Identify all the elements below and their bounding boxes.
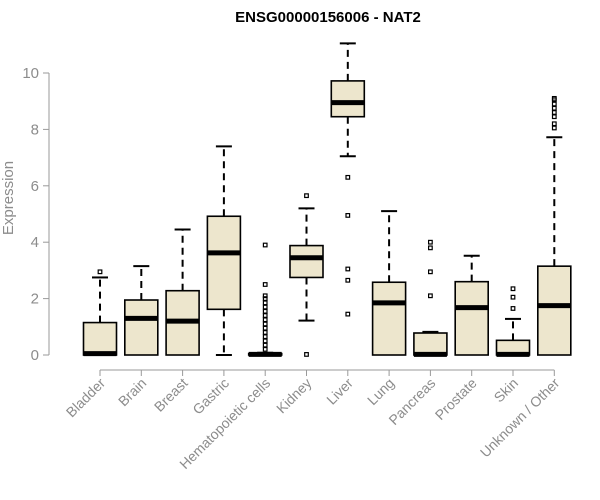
outlier-point [345, 213, 351, 218]
outlier-point [551, 121, 557, 127]
box-group [371, 210, 407, 356]
outlier-point [262, 308, 268, 314]
box-group [165, 228, 200, 356]
outlier-point [304, 193, 309, 199]
outlier-point [510, 306, 516, 311]
outlier-point [262, 321, 268, 327]
y-tick-label: 2 [31, 291, 39, 308]
box-iqr [82, 321, 118, 356]
x-category-label: Liver [323, 375, 356, 408]
outlier-point [97, 269, 103, 275]
x-category-label: Breast [151, 375, 191, 415]
x-category-label: Skin [491, 375, 522, 406]
outlier-point [262, 296, 268, 301]
box-iqr [413, 332, 448, 356]
outlier-point [304, 352, 309, 357]
outlier-point [262, 317, 268, 323]
outlier-point [551, 105, 557, 111]
outlier-point [262, 293, 268, 299]
box-group [247, 242, 283, 357]
outlier-point [262, 304, 268, 310]
outlier-point [345, 277, 351, 283]
outlier-point [262, 282, 268, 287]
box-group [495, 286, 531, 357]
box-iqr [124, 299, 159, 356]
chart-title: ENSG00000156006 - NAT2 [235, 9, 421, 26]
box-group [206, 145, 242, 356]
x-category-label: Prostate [432, 375, 480, 423]
y-tick-label: 8 [31, 121, 39, 138]
x-category-label: Brain [115, 375, 149, 409]
outlier-point [428, 269, 433, 275]
outlier-point [551, 110, 557, 115]
outlier-point [551, 101, 557, 107]
box-group [413, 239, 448, 357]
box-iqr [454, 280, 490, 356]
y-axis-label: Expression [0, 161, 17, 235]
y-tick-label: 10 [22, 65, 39, 82]
outlier-point [510, 294, 516, 300]
box-iqr [289, 244, 324, 279]
box-group [536, 95, 572, 356]
outlier-point [510, 286, 516, 292]
y-tick-label: 6 [31, 178, 39, 195]
x-category-label: Kidney [273, 375, 315, 417]
outlier-point [428, 245, 433, 251]
axis-layer: 0 2 4 6 8 10 [22, 65, 555, 376]
outlier-point [262, 313, 268, 318]
box-iqr [536, 265, 572, 356]
x-category-label: Bladder [63, 375, 109, 421]
outlier-point [262, 334, 268, 340]
box-group [289, 193, 324, 357]
y-tick-label: 4 [31, 234, 39, 251]
outlier-point [262, 338, 268, 344]
outlier-point [428, 239, 433, 245]
outlier-point [262, 330, 268, 335]
outlier-point [262, 342, 268, 348]
box-group [330, 42, 366, 317]
box-group [82, 269, 118, 357]
box-group [454, 254, 490, 356]
outlier-point [345, 174, 351, 180]
outlier-point [428, 293, 433, 299]
x-category-label: Lung [364, 375, 397, 408]
outlier-point [262, 242, 268, 248]
outlier-point [551, 125, 557, 131]
box-iqr [330, 80, 366, 118]
outlier-point [551, 95, 557, 101]
outlier-point [345, 311, 351, 317]
y-tick-label: 0 [31, 347, 39, 364]
outlier-point [551, 114, 557, 120]
outlier-point [345, 266, 351, 272]
box-iqr [371, 281, 407, 356]
outlier-point [262, 346, 268, 352]
box-group [124, 265, 159, 356]
outlier-point [262, 300, 268, 306]
boxes-layer [82, 42, 572, 357]
outlier-point [262, 325, 268, 331]
box-iqr [206, 215, 242, 311]
